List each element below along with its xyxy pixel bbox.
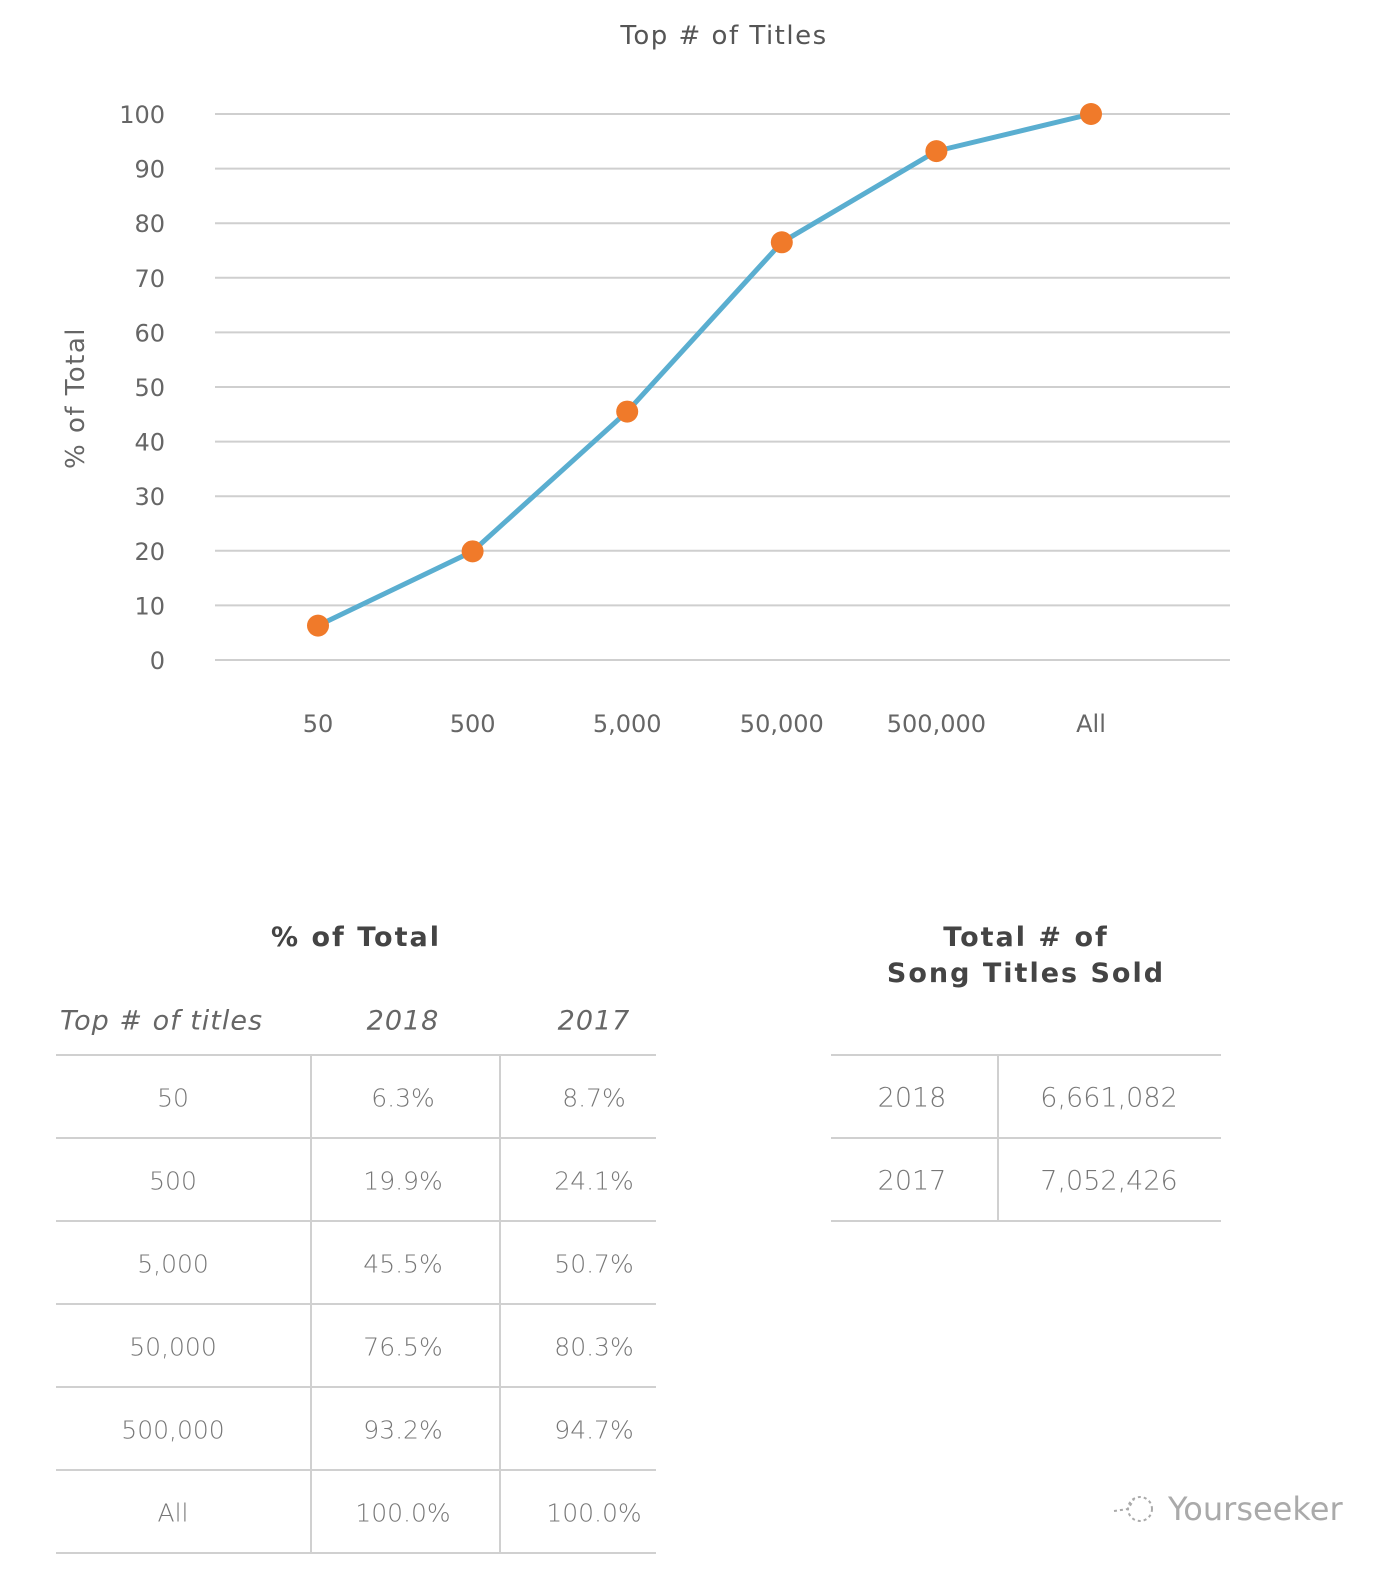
y-axis-label: % of Total xyxy=(61,327,91,469)
table-cell: 7,052,426 xyxy=(1040,1165,1178,1197)
table-cell: 500 xyxy=(149,1166,197,1196)
table-cell: 80.3% xyxy=(554,1332,634,1362)
y-tick-label: 10 xyxy=(134,592,165,620)
y-tick-label: 60 xyxy=(134,319,165,347)
x-tick-label: 500 xyxy=(450,710,496,738)
x-tick-label: 50 xyxy=(303,710,334,738)
line-chart: Top # of Titles % of Total 0 10 20 30 40 50 60… xyxy=(61,21,1230,738)
table-cell: All xyxy=(157,1498,189,1528)
column-divider xyxy=(997,1054,999,1220)
row-divider xyxy=(831,1220,1221,1222)
table-cell: 2018 xyxy=(877,1082,947,1114)
y-tick-label: 100 xyxy=(119,101,165,129)
col-header-2018: 2018 xyxy=(366,1005,440,1037)
totals-title-line1: Total # of xyxy=(943,922,1109,953)
table-cell: 45.5% xyxy=(363,1249,443,1279)
y-tick-label: 50 xyxy=(134,374,165,402)
row-divider xyxy=(831,1054,1221,1056)
table-cell: 6.3% xyxy=(371,1083,435,1113)
table-cell: 100.0% xyxy=(546,1498,642,1528)
table-cell: 50 xyxy=(157,1083,189,1113)
table-cell: 500,000 xyxy=(121,1415,225,1445)
y-tick-label: 70 xyxy=(134,265,165,293)
data-point xyxy=(461,540,484,563)
table-cell: 2017 xyxy=(877,1165,947,1197)
column-divider xyxy=(310,1054,312,1552)
table-cell: 24.1% xyxy=(554,1166,634,1196)
network-icon xyxy=(1113,1496,1153,1522)
y-tick-label: 40 xyxy=(134,429,165,457)
table-cell: 93.2% xyxy=(363,1415,443,1445)
x-tick-label: 5,000 xyxy=(593,710,662,738)
percent-table-title: % of Total xyxy=(271,922,441,953)
totals-title-line2: Song Titles Sold xyxy=(886,958,1166,989)
table-cell: 50,000 xyxy=(129,1332,217,1362)
column-divider xyxy=(499,1054,501,1552)
y-tick-label: 30 xyxy=(134,483,165,511)
table-cell: 19.9% xyxy=(363,1166,443,1196)
data-point xyxy=(1080,103,1102,125)
col-header-2017: 2017 xyxy=(557,1005,631,1037)
y-tick-label: 20 xyxy=(134,538,165,566)
table-cell: 5,000 xyxy=(137,1249,209,1279)
series-line xyxy=(316,111,1092,628)
row-divider xyxy=(56,1469,656,1471)
table-cell: 76.5% xyxy=(363,1332,443,1362)
row-divider xyxy=(56,1054,656,1056)
data-point xyxy=(770,231,793,254)
watermark: Yourseeker xyxy=(1112,1490,1343,1528)
row-divider xyxy=(56,1386,656,1388)
y-tick-label: 0 xyxy=(150,647,165,675)
x-tick-label: All xyxy=(1076,710,1106,738)
x-tick-label: 50,000 xyxy=(740,710,824,738)
chart-title: Top # of Titles xyxy=(619,21,827,51)
row-divider xyxy=(56,1220,656,1222)
table-cell: 6,661,082 xyxy=(1040,1082,1178,1114)
data-point xyxy=(925,140,948,163)
row-divider xyxy=(56,1137,656,1139)
row-divider xyxy=(831,1137,1221,1139)
table-cell: 8.7% xyxy=(562,1083,626,1113)
x-tick-label: 500,000 xyxy=(887,710,986,738)
data-point xyxy=(616,400,639,423)
y-tick-label: 90 xyxy=(134,156,165,184)
table-cell: 100.0% xyxy=(355,1498,451,1528)
table-cell: 94.7% xyxy=(554,1415,634,1445)
row-divider xyxy=(56,1552,656,1554)
data-point xyxy=(307,614,329,637)
table-cell: 50.7% xyxy=(554,1249,634,1279)
totals-table-title: Total # of Song Titles Sold xyxy=(887,920,1165,992)
y-tick-label: 80 xyxy=(134,210,165,238)
row-divider xyxy=(56,1303,656,1305)
col-header-top-titles: Top # of titles xyxy=(60,1005,264,1037)
watermark-text: Yourseeker xyxy=(1168,1490,1343,1528)
